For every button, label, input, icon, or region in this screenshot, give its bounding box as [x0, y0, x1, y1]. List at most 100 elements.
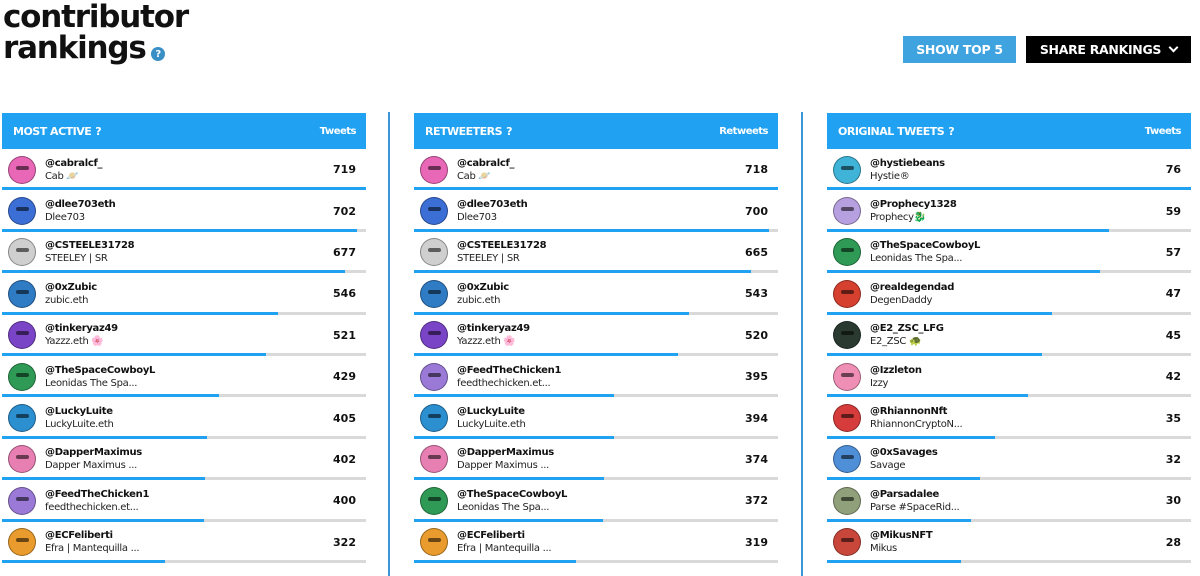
avatar-icon[interactable]	[8, 155, 36, 184]
ranking-row[interactable]: @MikusNFT Mikus 28	[827, 522, 1191, 563]
user-handle[interactable]: @0xSavages	[870, 447, 938, 459]
avatar-icon[interactable]	[8, 238, 36, 267]
avatar-icon[interactable]	[420, 445, 448, 474]
ranking-row[interactable]: @Prophecy1328 Prophecy🐉 59	[827, 190, 1191, 232]
avatar-icon[interactable]	[8, 362, 36, 391]
avatar-icon[interactable]	[833, 321, 861, 350]
ranking-row[interactable]: @dlee703eth Dlee703 700	[414, 190, 778, 232]
ranking-row[interactable]: @CSTEELE31728 STEELEY | SR 677	[2, 232, 366, 274]
ranking-row[interactable]: @LuckyLuite LuckyLuite.eth 405	[2, 397, 366, 439]
avatar-icon[interactable]	[8, 404, 36, 433]
help-icon[interactable]: ?	[150, 47, 165, 61]
user-handle[interactable]: @Prophecy1328	[870, 199, 957, 211]
avatar-icon[interactable]	[420, 197, 448, 226]
user-handle[interactable]: @DapperMaximus	[457, 447, 554, 459]
ranking-row[interactable]: @DapperMaximus Dapper Maximus ... 374	[414, 439, 778, 481]
avatar-icon[interactable]	[420, 279, 448, 308]
ranking-row[interactable]: @RhiannonNft RhiannonCryptoN... 35	[827, 397, 1191, 439]
avatar-icon[interactable]	[8, 486, 36, 515]
avatar-icon[interactable]	[833, 155, 861, 184]
user-handle[interactable]: @cabralcf_	[45, 157, 103, 169]
help-icon[interactable]: ?	[95, 124, 102, 138]
ranking-row[interactable]: @ECFeliberti Efra | Mantequilla ... 319	[414, 522, 778, 563]
avatar-icon[interactable]	[420, 404, 448, 433]
user-handle[interactable]: @CSTEELE31728	[45, 240, 135, 252]
ranking-row[interactable]: @hystiebeans Hystie® 76	[827, 149, 1191, 191]
user-handle[interactable]: @CSTEELE31728	[457, 240, 547, 252]
ranking-row[interactable]: @cabralcf_ Cab 🪐 718	[414, 149, 778, 191]
ranking-row[interactable]: @TheSpaceCowboyL Leonidas The Spa... 57	[827, 232, 1191, 274]
ranking-row[interactable]: @CSTEELE31728 STEELEY | SR 665	[414, 232, 778, 274]
avatar-icon[interactable]	[420, 155, 448, 184]
ranking-row[interactable]: @FeedTheChicken1 feedthechicken.et... 400	[2, 480, 366, 522]
ranking-row[interactable]: @Izzleton Izzy 42	[827, 356, 1191, 398]
avatar-icon[interactable]	[8, 279, 36, 308]
user-handle[interactable]: @RhiannonNft	[870, 406, 948, 418]
user-handle[interactable]: @LuckyLuite	[45, 406, 113, 418]
ranking-row[interactable]: @ECFeliberti Efra | Mantequilla ... 322	[2, 522, 366, 563]
ranking-row[interactable]: @FeedTheChicken1 feedthechicken.et... 395	[414, 356, 778, 398]
user-handle[interactable]: @0xZubic	[457, 281, 509, 293]
user-display-name: Dlee703	[45, 212, 85, 224]
share-rankings-label: SHARE RANKINGS	[1039, 42, 1162, 57]
user-handle[interactable]: @LuckyLuite	[457, 406, 525, 418]
ranking-row[interactable]: @E2_ZSC_LFG E2_ZSC 🐢 45	[827, 315, 1191, 356]
avatar-icon[interactable]	[420, 238, 448, 267]
user-handle[interactable]: @Parsadalee	[870, 488, 940, 500]
avatar-icon[interactable]	[8, 445, 36, 474]
user-handle[interactable]: @dlee703eth	[457, 199, 528, 211]
avatar-icon[interactable]	[833, 279, 861, 308]
avatar-icon[interactable]	[833, 486, 861, 515]
ranking-row[interactable]: @0xZubic zubic.eth 543	[414, 273, 778, 315]
user-handle[interactable]: @ECFeliberti	[45, 530, 113, 542]
user-display-name: STEELEY | SR	[457, 253, 520, 265]
user-handle[interactable]: @tinkeryaz49	[457, 323, 530, 335]
user-handle[interactable]: @DapperMaximus	[45, 447, 142, 459]
avatar-icon[interactable]	[420, 321, 448, 350]
ranking-row[interactable]: @cabralcf_ Cab 🪐 719	[2, 149, 366, 191]
user-handle[interactable]: @ECFeliberti	[457, 530, 525, 542]
share-rankings-button[interactable]: SHARE RANKINGS	[1026, 36, 1191, 63]
user-handle[interactable]: @FeedTheChicken1	[457, 364, 562, 376]
user-handle[interactable]: @FeedTheChicken1	[45, 488, 150, 500]
avatar-icon[interactable]	[833, 445, 861, 474]
avatar-icon[interactable]	[833, 238, 861, 267]
avatar-icon[interactable]	[8, 528, 36, 557]
ranking-row[interactable]: @tinkeryaz49 Yazzz.eth 🌸 520	[414, 315, 778, 356]
user-handle[interactable]: @tinkeryaz49	[45, 323, 118, 335]
user-handle[interactable]: @hystiebeans	[870, 157, 945, 169]
user-handle[interactable]: @realdegendad	[870, 281, 955, 293]
avatar-icon[interactable]	[420, 528, 448, 557]
ranking-row[interactable]: @tinkeryaz49 Yazzz.eth 🌸 521	[2, 315, 366, 356]
ranking-row[interactable]: @TheSpaceCowboyL Leonidas The Spa... 372	[414, 480, 778, 522]
user-handle[interactable]: @TheSpaceCowboyL	[457, 488, 568, 500]
ranking-row[interactable]: @realdegendad DegenDaddy 47	[827, 273, 1191, 315]
user-handle[interactable]: @TheSpaceCowboyL	[45, 364, 156, 376]
avatar-icon[interactable]	[8, 197, 36, 226]
user-handle[interactable]: @cabralcf_	[457, 157, 515, 169]
ranking-row[interactable]: @LuckyLuite LuckyLuite.eth 394	[414, 397, 778, 439]
user-handle[interactable]: @dlee703eth	[45, 199, 116, 211]
avatar-icon[interactable]	[833, 362, 861, 391]
ranking-row[interactable]: @0xZubic zubic.eth 546	[2, 273, 366, 315]
avatar-icon[interactable]	[833, 404, 861, 433]
avatar-icon[interactable]	[420, 486, 448, 515]
user-handle[interactable]: @0xZubic	[45, 281, 97, 293]
user-handle[interactable]: @MikusNFT	[870, 530, 933, 542]
show-top-5-button[interactable]: SHOW TOP 5	[903, 36, 1016, 63]
user-handle[interactable]: @E2_ZSC_LFG	[870, 323, 944, 335]
ranking-panel: RETWEETERS? Retweets @cabralcf_ Cab 🪐 718 @dl…	[414, 113, 778, 563]
ranking-row[interactable]: @TheSpaceCowboyL Leonidas The Spa... 429	[2, 356, 366, 398]
avatar-icon[interactable]	[833, 528, 861, 557]
ranking-row[interactable]: @Parsadalee Parse #SpaceRid... 30	[827, 480, 1191, 522]
user-handle[interactable]: @Izzleton	[870, 364, 922, 376]
help-icon[interactable]: ?	[506, 124, 512, 138]
ranking-row[interactable]: @DapperMaximus Dapper Maximus ... 402	[2, 439, 366, 481]
ranking-row[interactable]: @0xSavages Savage 32	[827, 439, 1191, 481]
ranking-row[interactable]: @dlee703eth Dlee703 702	[2, 190, 366, 232]
avatar-icon[interactable]	[8, 321, 36, 350]
avatar-icon[interactable]	[420, 362, 448, 391]
avatar-icon[interactable]	[833, 197, 861, 226]
help-icon[interactable]: ?	[948, 124, 955, 138]
user-handle[interactable]: @TheSpaceCowboyL	[870, 240, 981, 252]
